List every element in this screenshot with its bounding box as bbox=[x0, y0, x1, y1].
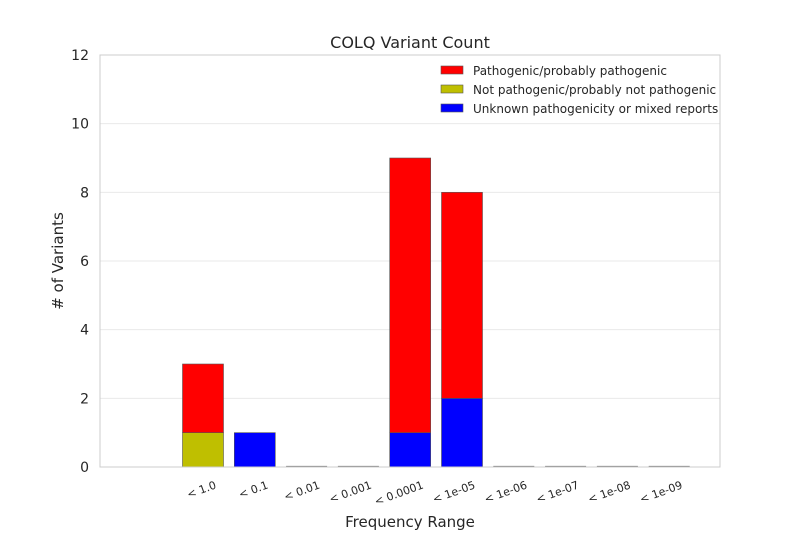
legend: Pathogenic/probably pathogenic Not pathog… bbox=[440, 64, 718, 116]
y-tick-label: 12 bbox=[71, 48, 89, 64]
legend-label: Pathogenic/probably pathogenic bbox=[473, 64, 667, 78]
x-tick-label: < 1.0 bbox=[185, 479, 218, 502]
legend-label: Not pathogenic/probably not pathogenic bbox=[473, 83, 716, 97]
bar-segment bbox=[389, 432, 432, 468]
y-tick-label: 10 bbox=[71, 117, 89, 133]
legend-swatch bbox=[440, 65, 464, 75]
y-tick-label: 6 bbox=[80, 254, 89, 270]
bar-segment bbox=[182, 363, 224, 433]
x-tick-label: < 1e-09 bbox=[638, 479, 684, 506]
x-tick-label: < 0.01 bbox=[282, 479, 321, 504]
x-tick-label: < 1e-05 bbox=[431, 479, 477, 506]
y-tick-label: 4 bbox=[80, 323, 89, 339]
x-tick-label: < 1e-06 bbox=[483, 479, 529, 506]
x-tick-label: < 0.1 bbox=[237, 479, 270, 502]
bar-segment bbox=[441, 192, 483, 399]
x-tick-label: < 0.001 bbox=[327, 479, 373, 506]
x-tick-labels: < 1.0 < 0.1 < 0.01 < 0.001 < 0.0001 < 1e-05 < … bbox=[185, 479, 684, 509]
legend-swatch bbox=[440, 84, 464, 94]
y-tick-label: 8 bbox=[80, 185, 89, 201]
y-tick-label: 2 bbox=[80, 391, 89, 407]
x-tick-label: < 0.0001 bbox=[373, 479, 426, 509]
plot-frame bbox=[99, 54, 721, 468]
bar-segment bbox=[441, 398, 483, 468]
legend-swatch bbox=[440, 103, 464, 113]
bar-segment bbox=[182, 432, 224, 468]
y-axis-label: # of Variants bbox=[49, 212, 67, 310]
bars bbox=[182, 157, 690, 468]
legend-label: Unknown pathogenicity or mixed reports bbox=[473, 102, 718, 116]
bar-segment bbox=[234, 432, 276, 468]
y-tick-label: 0 bbox=[80, 460, 89, 476]
x-tick-label: < 1e-07 bbox=[534, 479, 580, 506]
bar-segment bbox=[389, 157, 432, 433]
chart-title: COLQ Variant Count bbox=[330, 33, 490, 52]
x-tick-label: < 1e-08 bbox=[586, 479, 632, 506]
y-tick-labels: 0 2 4 6 8 10 12 bbox=[71, 48, 89, 476]
x-axis-label: Frequency Range bbox=[345, 513, 475, 531]
